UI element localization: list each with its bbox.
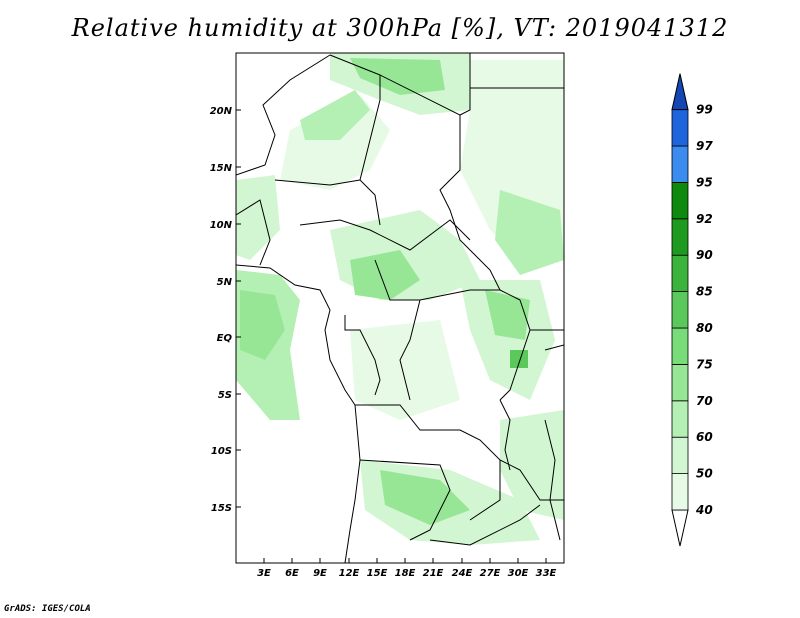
lat-axis: 20N 15N 10N 5N EQ 5S 10S 15S xyxy=(210,106,241,514)
grads-credit: GrADS: IGES/COLA xyxy=(4,604,91,614)
humidity-region-congo xyxy=(350,320,460,420)
humidity-region-great-lakes xyxy=(460,280,555,400)
colorbar-arrow-high xyxy=(671,73,689,111)
humidity-region-lake-victoria xyxy=(510,350,528,368)
border-line xyxy=(499,299,531,401)
border-line xyxy=(274,179,361,186)
colorbar-cell xyxy=(671,363,689,402)
lon-tick-label: 30E xyxy=(508,568,529,579)
border-line xyxy=(544,419,561,541)
border-line xyxy=(429,504,541,546)
lon-tick-label: 33E xyxy=(536,568,557,579)
lat-tick-label: 10N xyxy=(210,220,233,231)
map-frame xyxy=(235,52,565,564)
humidity-region-sahel xyxy=(280,95,390,190)
humidity-shading xyxy=(236,53,564,545)
lon-tick-label: 9E xyxy=(313,568,327,579)
lat-tick-label: 10S xyxy=(211,446,232,457)
borders xyxy=(236,53,564,563)
colorbar-cell xyxy=(671,254,689,292)
colorbar-label: 50 xyxy=(696,467,713,481)
border-line xyxy=(355,404,564,501)
humidity-region-north-core xyxy=(350,58,445,95)
colorbar-cell xyxy=(671,291,689,329)
colorbar-cell xyxy=(671,145,689,183)
humidity-region-south-core xyxy=(380,470,470,525)
colorbar-label: 40 xyxy=(695,503,713,517)
colorbar-cell xyxy=(671,109,689,147)
colorbar-cell xyxy=(671,436,689,475)
colorbar-label: 70 xyxy=(696,394,713,408)
colorbar-label: 80 xyxy=(696,321,713,335)
lon-tick-label: 12E xyxy=(339,568,360,579)
colorbar-label: 85 xyxy=(696,285,713,299)
border-line xyxy=(359,459,451,541)
lon-tick-label: 27E xyxy=(480,568,501,579)
humidity-region-westcoast xyxy=(236,175,280,260)
border-line xyxy=(236,199,271,266)
colorbar-label: 92 xyxy=(696,212,713,226)
humidity-region-great-lakes-core xyxy=(485,290,530,340)
colorbar-label: 95 xyxy=(696,175,713,189)
humidity-region-sahel-core xyxy=(300,90,370,140)
border-line xyxy=(379,74,501,291)
lat-tick-label: 5S xyxy=(218,390,232,401)
lat-tick-label: 15N xyxy=(210,163,233,174)
lat-tick-label: 5N xyxy=(217,277,233,288)
colorbar-arrow-low xyxy=(671,509,689,547)
lon-tick-label: 6E xyxy=(285,568,299,579)
border-line xyxy=(344,404,361,563)
lon-tick-label: 24E xyxy=(452,568,473,579)
colorbar-cell xyxy=(671,181,689,220)
border-line xyxy=(399,299,421,401)
border-line xyxy=(374,259,521,301)
humidity-region-southeast xyxy=(500,410,564,520)
lon-tick-label: 3E xyxy=(257,568,271,579)
lon-axis: 3E 6E 9E 12E 15E 18E 21E 24E 27E 30E 33E xyxy=(257,558,557,579)
border-line xyxy=(344,315,381,396)
lon-tick-label: 15E xyxy=(367,568,388,579)
colorbar-cell xyxy=(671,400,689,438)
lat-tick-label: 15S xyxy=(211,503,232,514)
humidity-region-central-core xyxy=(350,250,420,300)
border-line xyxy=(459,53,471,116)
lat-tick-label: EQ xyxy=(217,333,233,344)
border-line xyxy=(236,54,331,176)
colorbar-label: 99 xyxy=(696,103,713,117)
border-line xyxy=(499,399,511,471)
border-line xyxy=(544,344,564,351)
border-line xyxy=(329,54,381,226)
lon-tick-label: 18E xyxy=(395,568,416,579)
humidity-region-gulf-core xyxy=(240,290,285,360)
colorbar-label: 97 xyxy=(696,139,713,153)
colorbar-label: 75 xyxy=(696,357,713,371)
lat-tick-label: 20N xyxy=(210,106,233,117)
border-line xyxy=(469,460,501,521)
humidity-region-east-core xyxy=(495,190,564,275)
colorbar: 40 50 60 70 75 80 85 90 92 95 97 99 xyxy=(671,73,713,547)
colorbar-label: 60 xyxy=(696,430,713,444)
colorbar-cell xyxy=(671,218,689,256)
lon-tick-label: 21E xyxy=(423,568,444,579)
map-title: Relative humidity at 300hPa [%], VT: 201… xyxy=(71,14,729,42)
colorbar-cell xyxy=(671,473,689,511)
border-line xyxy=(299,219,471,251)
colorbar-label: 90 xyxy=(696,248,713,262)
border-line xyxy=(236,264,356,406)
colorbar-cell xyxy=(671,327,689,365)
